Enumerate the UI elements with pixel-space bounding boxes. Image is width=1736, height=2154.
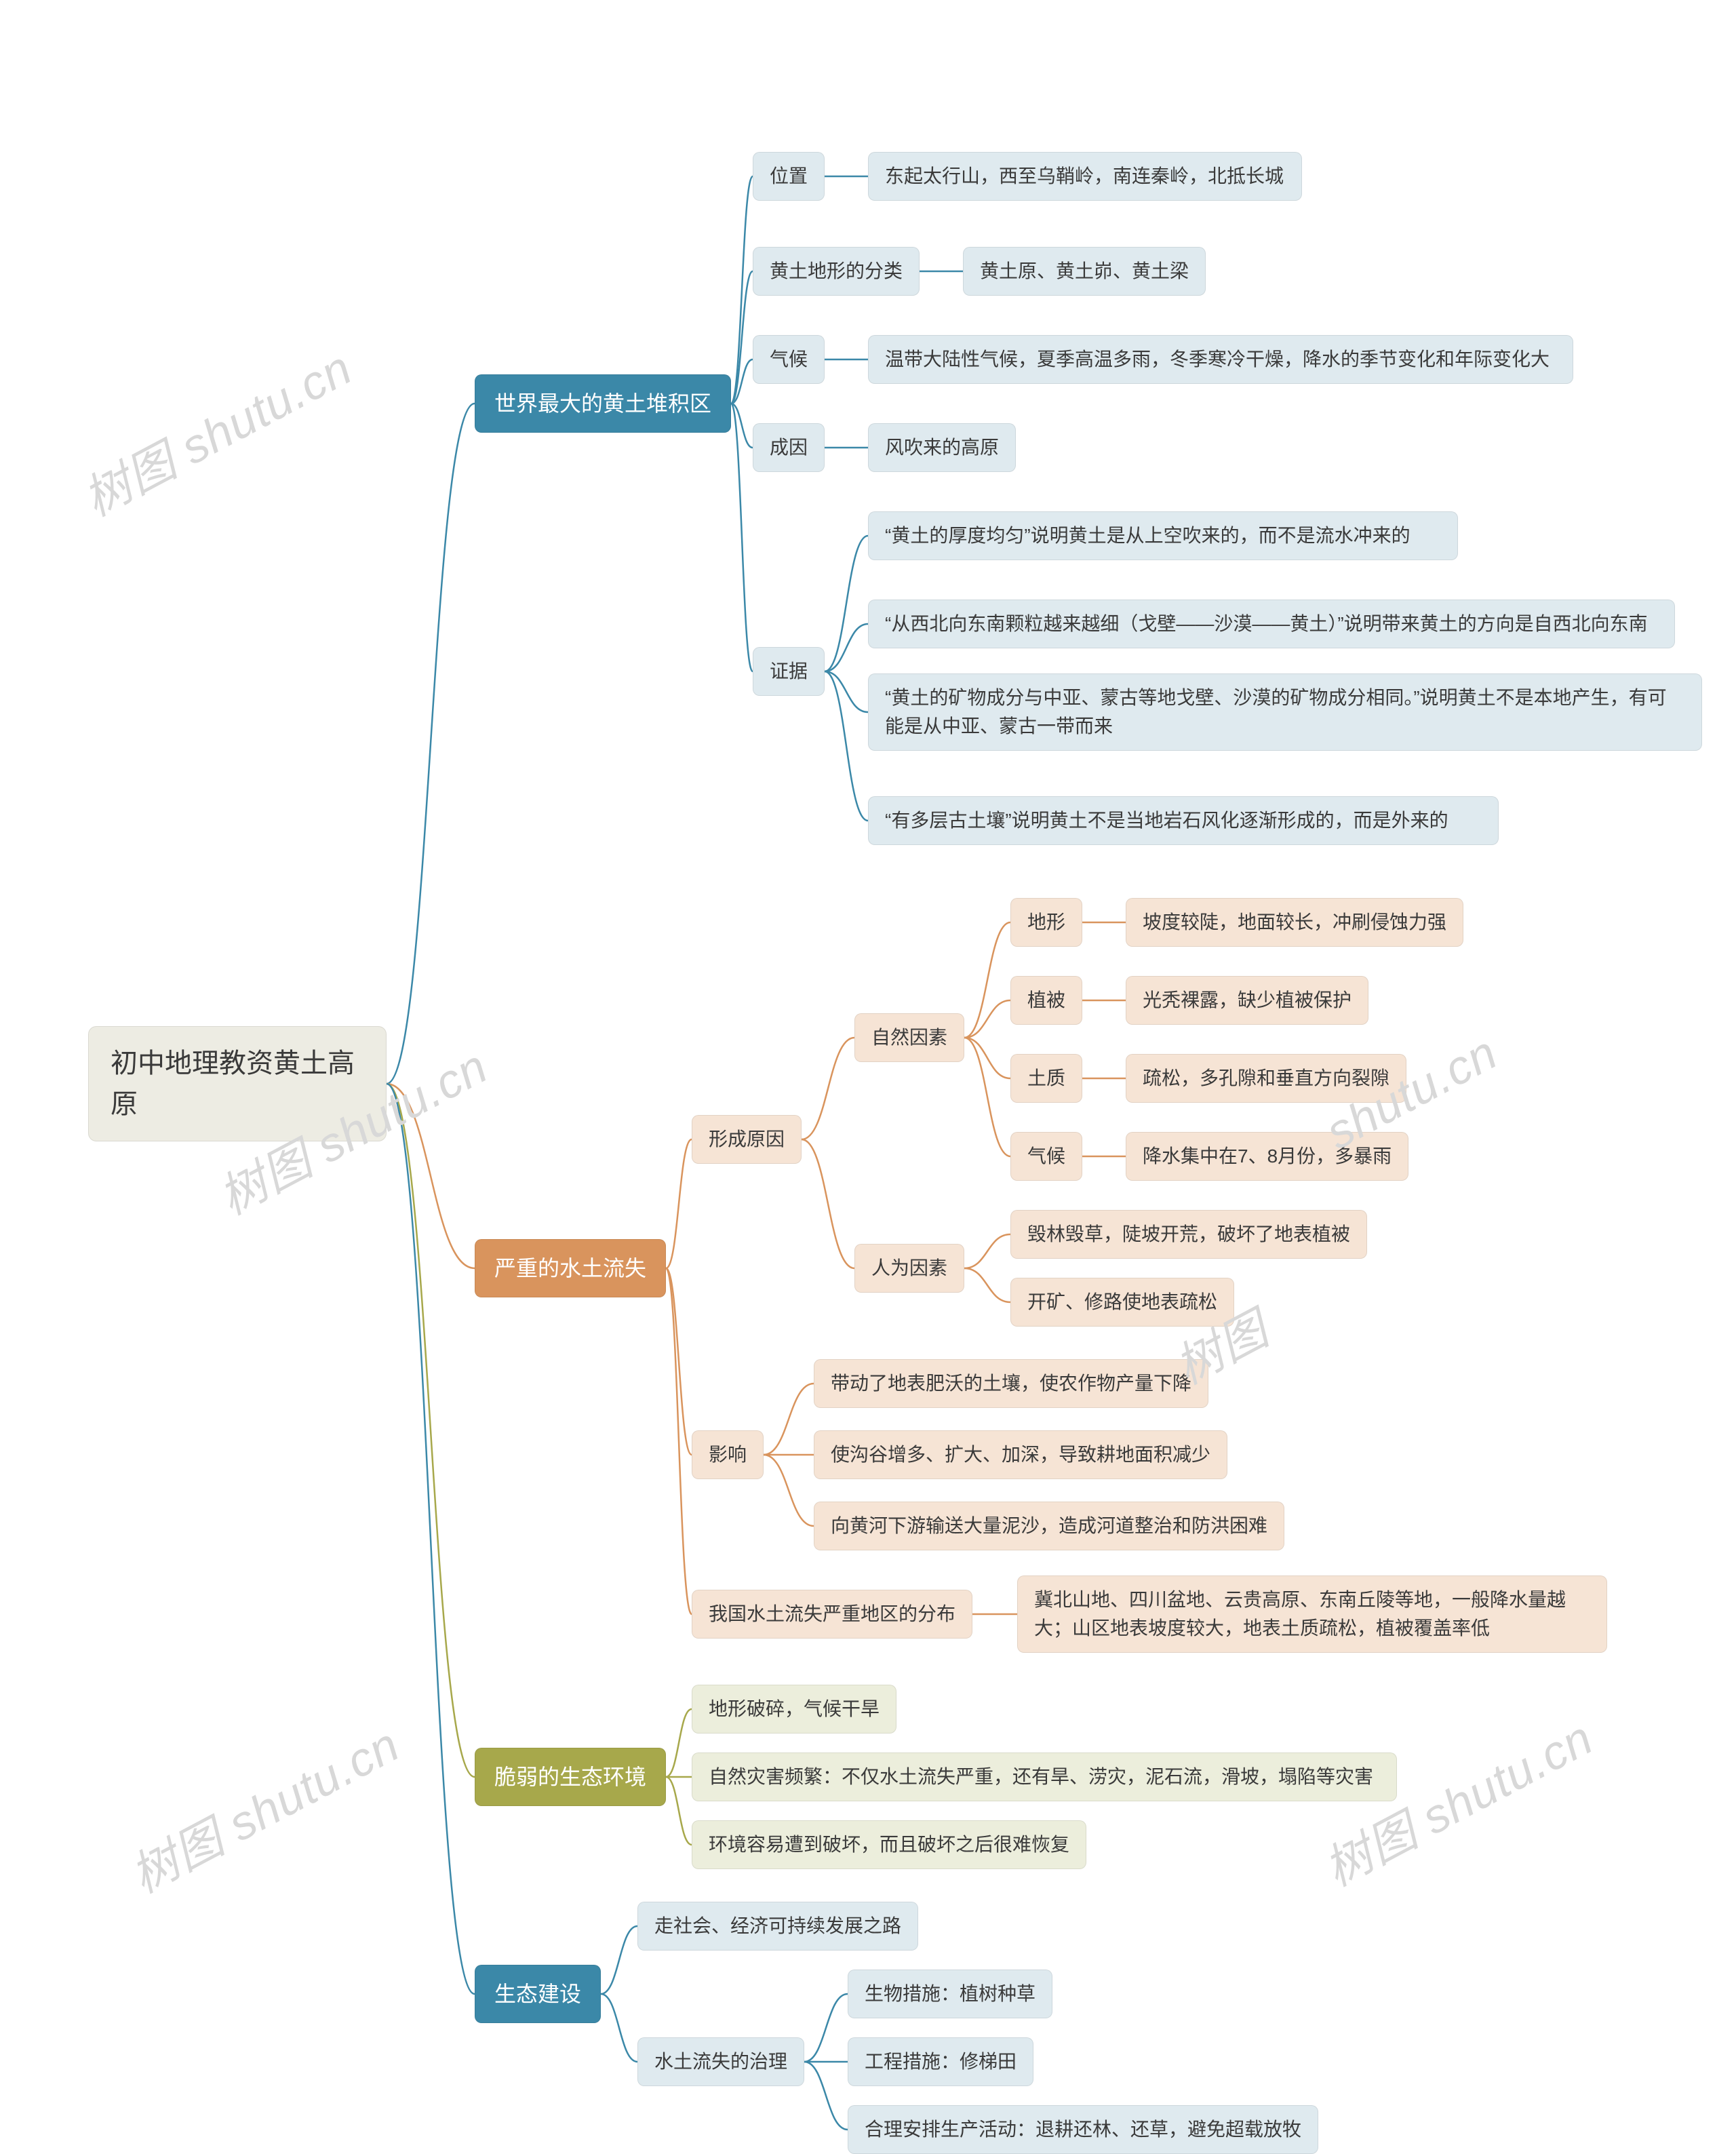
mindmap-node-b1e4: “有多层古土壤”说明黄土不是当地岩石风化逐渐形成的，而是外来的: [868, 796, 1499, 845]
mindmap-node-b1d1: 风吹来的高原: [868, 423, 1016, 472]
mindmap-node-b3c: 环境容易遭到破坏，而且破坏之后很难恢复: [692, 1820, 1086, 1869]
mindmap-node-b4b3: 合理安排生产活动：退耕还林、还草，避免超载放牧: [848, 2105, 1318, 2154]
mindmap-node-b3b: 自然灾害频繁：不仅水土流失严重，还有旱、涝灾，泥石流，滑坡，塌陷等灾害: [692, 1752, 1397, 1801]
mindmap-node-b2a1d1: 降水集中在7、8月份，多暴雨: [1126, 1132, 1408, 1181]
mindmap-node-b1e: 证据: [753, 647, 825, 696]
connector-b2a1-b2a1a: [964, 922, 1010, 1038]
mindmap-node-b2b: 影响: [692, 1430, 764, 1479]
connector-b2b-b2b1: [764, 1384, 814, 1455]
connector-b2-b2b: [666, 1268, 692, 1455]
mindmap-node-b2c: 我国水土流失严重地区的分布: [692, 1590, 972, 1639]
mindmap-node-b1: 世界最大的黄土堆积区: [475, 374, 731, 433]
mindmap-node-b2b1: 带动了地表肥沃的土壤，使农作物产量下降: [814, 1359, 1208, 1408]
connector-b1-b1a: [731, 176, 753, 404]
mindmap-node-b2a1a: 地形: [1010, 898, 1082, 947]
connector-b2a2-b2a2a: [964, 1234, 1010, 1268]
mindmap-node-b2a1a1: 坡度较陡，地面较长，冲刷侵蚀力强: [1126, 898, 1463, 947]
mindmap-node-b1c: 气候: [753, 335, 825, 384]
connector-b3-b3c: [666, 1777, 692, 1845]
connector-b2b-b2b3: [764, 1455, 814, 1526]
mindmap-node-b4a: 走社会、经济可持续发展之路: [637, 1902, 918, 1951]
mindmap-node-b2a1b1: 光秃裸露，缺少植被保护: [1126, 976, 1368, 1025]
connector-b1-b1d: [731, 404, 753, 448]
mindmap-node-b2b3: 向黄河下游输送大量泥沙，造成河道整治和防洪困难: [814, 1502, 1284, 1550]
mindmap-node-b2c1: 冀北山地、四川盆地、云贵高原、东南丘陵等地，一般降水量越大；山区地表坡度较大，地…: [1017, 1575, 1607, 1653]
mindmap-node-b2a1: 自然因素: [854, 1013, 964, 1062]
connector-b2a2-b2a2b: [964, 1268, 1010, 1302]
connector-b1e-b1e3: [825, 671, 868, 712]
mindmap-node-b4b2: 工程措施：修梯田: [848, 2037, 1033, 2086]
mindmap-node-b2a1c1: 疏松，多孔隙和垂直方向裂隙: [1126, 1054, 1406, 1103]
mindmap-node-b1a1: 东起太行山，西至乌鞘岭，南连秦岭，北抵长城: [868, 152, 1302, 201]
mindmap-node-b4b1: 生物措施：植树种草: [848, 1970, 1052, 2018]
mindmap-node-b1a: 位置: [753, 152, 825, 201]
connector-b1-b1b: [731, 271, 753, 404]
connector-b4-b4b: [601, 1994, 637, 2062]
connector-b1e-b1e1: [825, 536, 868, 671]
connector-root-b4: [387, 1084, 475, 1994]
mindmap-node-b2a2: 人为因素: [854, 1244, 964, 1293]
mindmap-node-b1e3: “黄土的矿物成分与中亚、蒙古等地戈壁、沙漠的矿物成分相同。”说明黄土不是本地产生…: [868, 673, 1702, 751]
mindmap-node-b2a: 形成原因: [692, 1115, 802, 1164]
mindmap-node-b2a2a: 毁林毁草，陡坡开荒，破坏了地表植被: [1010, 1210, 1367, 1259]
connector-b2a-b2a2: [802, 1139, 854, 1268]
watermark-2: 树图 shutu.cn: [117, 1708, 410, 1906]
mindmap-node-b4: 生态建设: [475, 1965, 601, 2023]
mindmap-node-b3: 脆弱的生态环境: [475, 1748, 666, 1806]
mindmap-node-b1e2: “从西北向东南颗粒越来越细（戈壁——沙漠——黄土）”说明带来黄土的方向是自西北向…: [868, 600, 1675, 648]
connector-b1-b1e: [731, 404, 753, 671]
connector-b2a1-b2a1c: [964, 1038, 1010, 1078]
mindmap-node-b1c1: 温带大陆性气候，夏季高温多雨，冬季寒冷干燥，降水的季节变化和年际变化大: [868, 335, 1573, 384]
connector-b2a-b2a1: [802, 1038, 854, 1139]
connector-b4-b4a: [601, 1926, 637, 1994]
mindmap-node-b4b: 水土流失的治理: [637, 2037, 804, 2086]
connector-root-b1: [387, 404, 475, 1084]
connector-b1e-b1e2: [825, 624, 868, 671]
mindmap-node-b2a1d: 气候: [1010, 1132, 1082, 1181]
connector-b2a1-b2a1b: [964, 1000, 1010, 1038]
connector-b2a1-b2a1d: [964, 1038, 1010, 1156]
mindmap-node-b2a1c: 土质: [1010, 1054, 1082, 1103]
mindmap-node-b2b2: 使沟谷增多、扩大、加深，导致耕地面积减少: [814, 1430, 1227, 1479]
connector-b2-b2a: [666, 1139, 692, 1268]
mindmap-node-b1b: 黄土地形的分类: [753, 247, 920, 296]
connector-b1-b1c: [731, 359, 753, 404]
connector-b4b-b4b1: [804, 1994, 848, 2062]
mindmap-node-b3a: 地形破碎，气候干旱: [692, 1685, 896, 1734]
connector-b4b-b4b3: [804, 2062, 848, 2130]
connector-b2-b2c: [666, 1268, 692, 1614]
mindmap-node-b1b1: 黄土原、黄土峁、黄土梁: [963, 247, 1206, 296]
mindmap-node-root: 初中地理教资黄土高原: [88, 1026, 387, 1141]
mindmap-node-b1d: 成因: [753, 423, 825, 472]
connector-b3-b3a: [666, 1709, 692, 1777]
watermark-0: 树图 shutu.cn: [70, 331, 363, 530]
mindmap-node-b2a2b: 开矿、修路使地表疏松: [1010, 1278, 1234, 1327]
mindmap-node-b2: 严重的水土流失: [475, 1239, 666, 1297]
mindmap-node-b2a1b: 植被: [1010, 976, 1082, 1025]
connector-root-b3: [387, 1084, 475, 1777]
connector-b1e-b1e4: [825, 671, 868, 821]
mindmap-node-b1e1: “黄土的厚度均匀”说明黄土是从上空吹来的，而不是流水冲来的: [868, 511, 1458, 560]
connector-root-b2: [387, 1084, 475, 1268]
